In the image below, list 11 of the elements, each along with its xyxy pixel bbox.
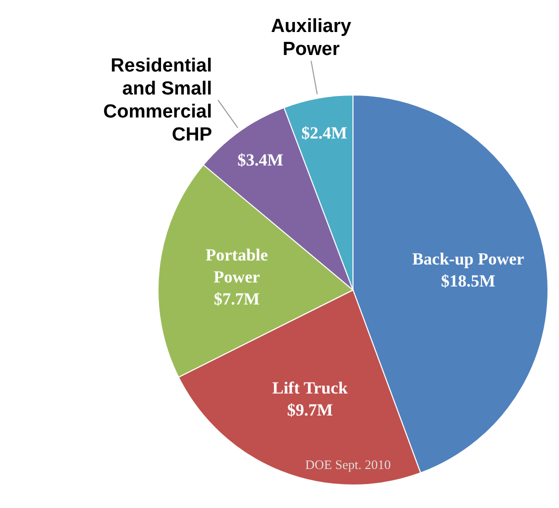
slice-label: Auxiliary Power xyxy=(270,16,352,60)
slice-label: Residential and Small Commercial CHP xyxy=(103,56,212,146)
slice-label: Back-up Power xyxy=(412,249,525,268)
data-label: $7.7M xyxy=(214,289,260,308)
data-label: $18.5M xyxy=(441,271,496,290)
slice-label: Lift Truck xyxy=(272,378,348,398)
data-label: $3.4M xyxy=(237,150,284,170)
data-label: $9.7M xyxy=(287,400,333,420)
data-label: $2.4M xyxy=(301,124,348,143)
slice-label: Portable Power xyxy=(206,245,268,286)
text: DOE Sept. 2010 xyxy=(305,457,391,472)
